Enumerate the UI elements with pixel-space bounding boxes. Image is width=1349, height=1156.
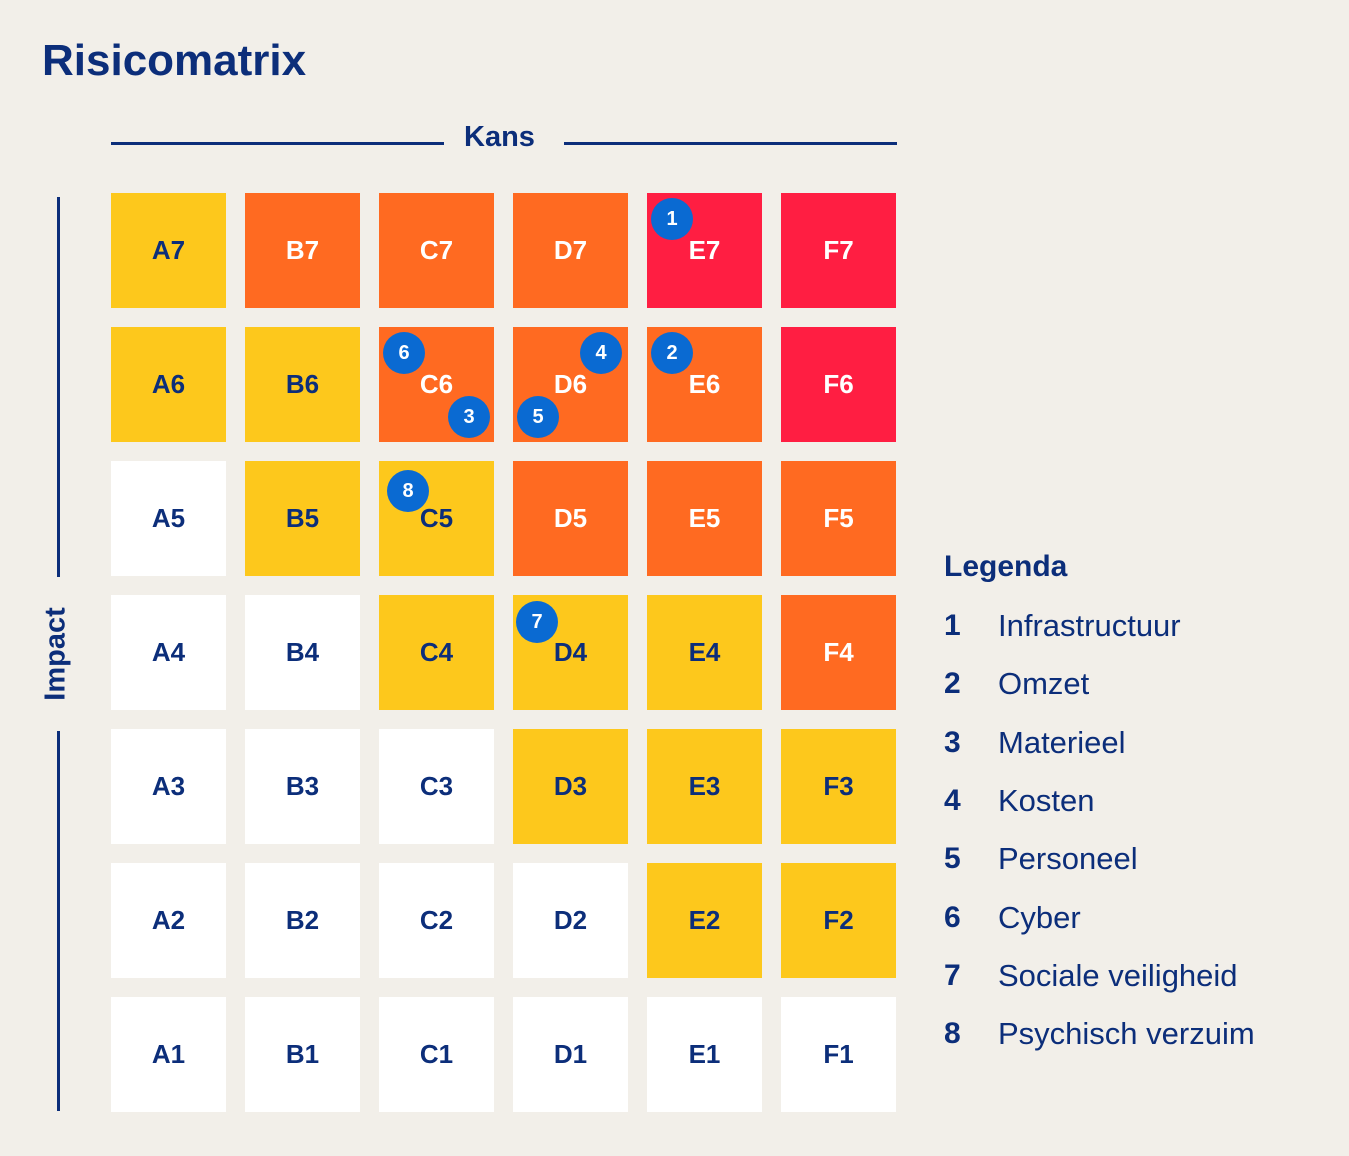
legend-item: 8 Psychisch verzuim [944, 1014, 1255, 1054]
matrix-cell-f2: F2 [781, 863, 896, 978]
matrix-cell-b1: B1 [245, 997, 360, 1112]
legend-item: 4 Kosten [944, 781, 1095, 821]
matrix-cell-a4: A4 [111, 595, 226, 710]
legend-title: Legenda [944, 550, 1068, 583]
legend-item-label: Cyber [998, 899, 1081, 935]
matrix-cell-e4: E4 [647, 595, 762, 710]
matrix-cell-c4: C4 [379, 595, 494, 710]
risk-marker-6: 6 [383, 332, 425, 374]
page-title: Risicomatrix [42, 36, 307, 85]
matrix-cell-b2: B2 [245, 863, 360, 978]
matrix-cell-b4: B4 [245, 595, 360, 710]
legend-item: 3 Materieel [944, 723, 1126, 763]
matrix-cell-a5: A5 [111, 461, 226, 576]
matrix-cell-d7: D7 [513, 193, 628, 308]
matrix-cell-b6: B6 [245, 327, 360, 442]
matrix-cell-e3: E3 [647, 729, 762, 844]
legend-item-label: Sociale veiligheid [998, 957, 1238, 993]
matrix-cell-b5: B5 [245, 461, 360, 576]
matrix-cell-d3: D3 [513, 729, 628, 844]
legend-item-label: Personeel [998, 841, 1138, 877]
legend-item-label: Materieel [998, 724, 1126, 760]
matrix-cell-a7: A7 [111, 193, 226, 308]
risk-marker-3: 3 [448, 396, 490, 438]
matrix-cell-c1: C1 [379, 997, 494, 1112]
matrix-cell-f7: F7 [781, 193, 896, 308]
risk-marker-8: 8 [387, 470, 429, 512]
x-axis-line-left [111, 142, 444, 145]
legend-item: 2 Omzet [944, 664, 1089, 704]
matrix-cell-e5: E5 [647, 461, 762, 576]
y-axis-label: Impact [39, 607, 72, 701]
matrix-cell-c3: C3 [379, 729, 494, 844]
y-axis-line-bottom [57, 731, 60, 1111]
matrix-cell-c7: C7 [379, 193, 494, 308]
y-axis-line-top [57, 197, 60, 577]
legend-item-label: Psychisch verzuim [998, 1016, 1255, 1052]
risk-marker-1: 1 [651, 198, 693, 240]
matrix-cell-f1: F1 [781, 997, 896, 1112]
legend-item-label: Kosten [998, 782, 1095, 818]
matrix-cell-a3: A3 [111, 729, 226, 844]
legend-item: 1 Infrastructuur [944, 606, 1181, 646]
matrix-cell-b7: B7 [245, 193, 360, 308]
matrix-cell-f4: F4 [781, 595, 896, 710]
matrix-cell-e1: E1 [647, 997, 762, 1112]
matrix-cell-f6: F6 [781, 327, 896, 442]
risk-marker-2: 2 [651, 332, 693, 374]
legend-item-number: 5 [944, 842, 961, 876]
matrix-cell-a2: A2 [111, 863, 226, 978]
matrix-cell-e2: E2 [647, 863, 762, 978]
legend-item: 5 Personeel [944, 839, 1138, 879]
legend-item-label: Infrastructuur [998, 608, 1181, 643]
legend-item-number: 3 [944, 725, 961, 759]
legend-item: 7 Sociale veiligheid [944, 956, 1238, 996]
legend-item-number: 7 [944, 958, 961, 992]
matrix-cell-f5: F5 [781, 461, 896, 576]
risk-marker-5: 5 [517, 396, 559, 438]
risk-marker-7: 7 [516, 601, 558, 643]
matrix-cell-a6: A6 [111, 327, 226, 442]
risk-marker-4: 4 [580, 332, 622, 374]
matrix-cell-c2: C2 [379, 863, 494, 978]
legend-item-number: 8 [944, 1017, 961, 1051]
legend-item-number: 2 [944, 667, 961, 701]
legend-item-number: 4 [944, 783, 961, 817]
legend-item: 6 Cyber [944, 898, 1081, 938]
legend-item-label: Omzet [998, 666, 1090, 702]
matrix-cell-d5: D5 [513, 461, 628, 576]
matrix-cell-d4: D4 [513, 595, 628, 710]
matrix-cell-f3: F3 [781, 729, 896, 844]
matrix-cell-a1: A1 [111, 997, 226, 1112]
x-axis-label: Kans [464, 121, 535, 153]
matrix-cell-b3: B3 [245, 729, 360, 844]
legend-item-number: 6 [944, 900, 961, 934]
legend-item-number: 1 [944, 609, 961, 642]
matrix-cell-d2: D2 [513, 863, 628, 978]
x-axis-line-right [564, 142, 897, 145]
matrix-cell-d1: D1 [513, 997, 628, 1112]
